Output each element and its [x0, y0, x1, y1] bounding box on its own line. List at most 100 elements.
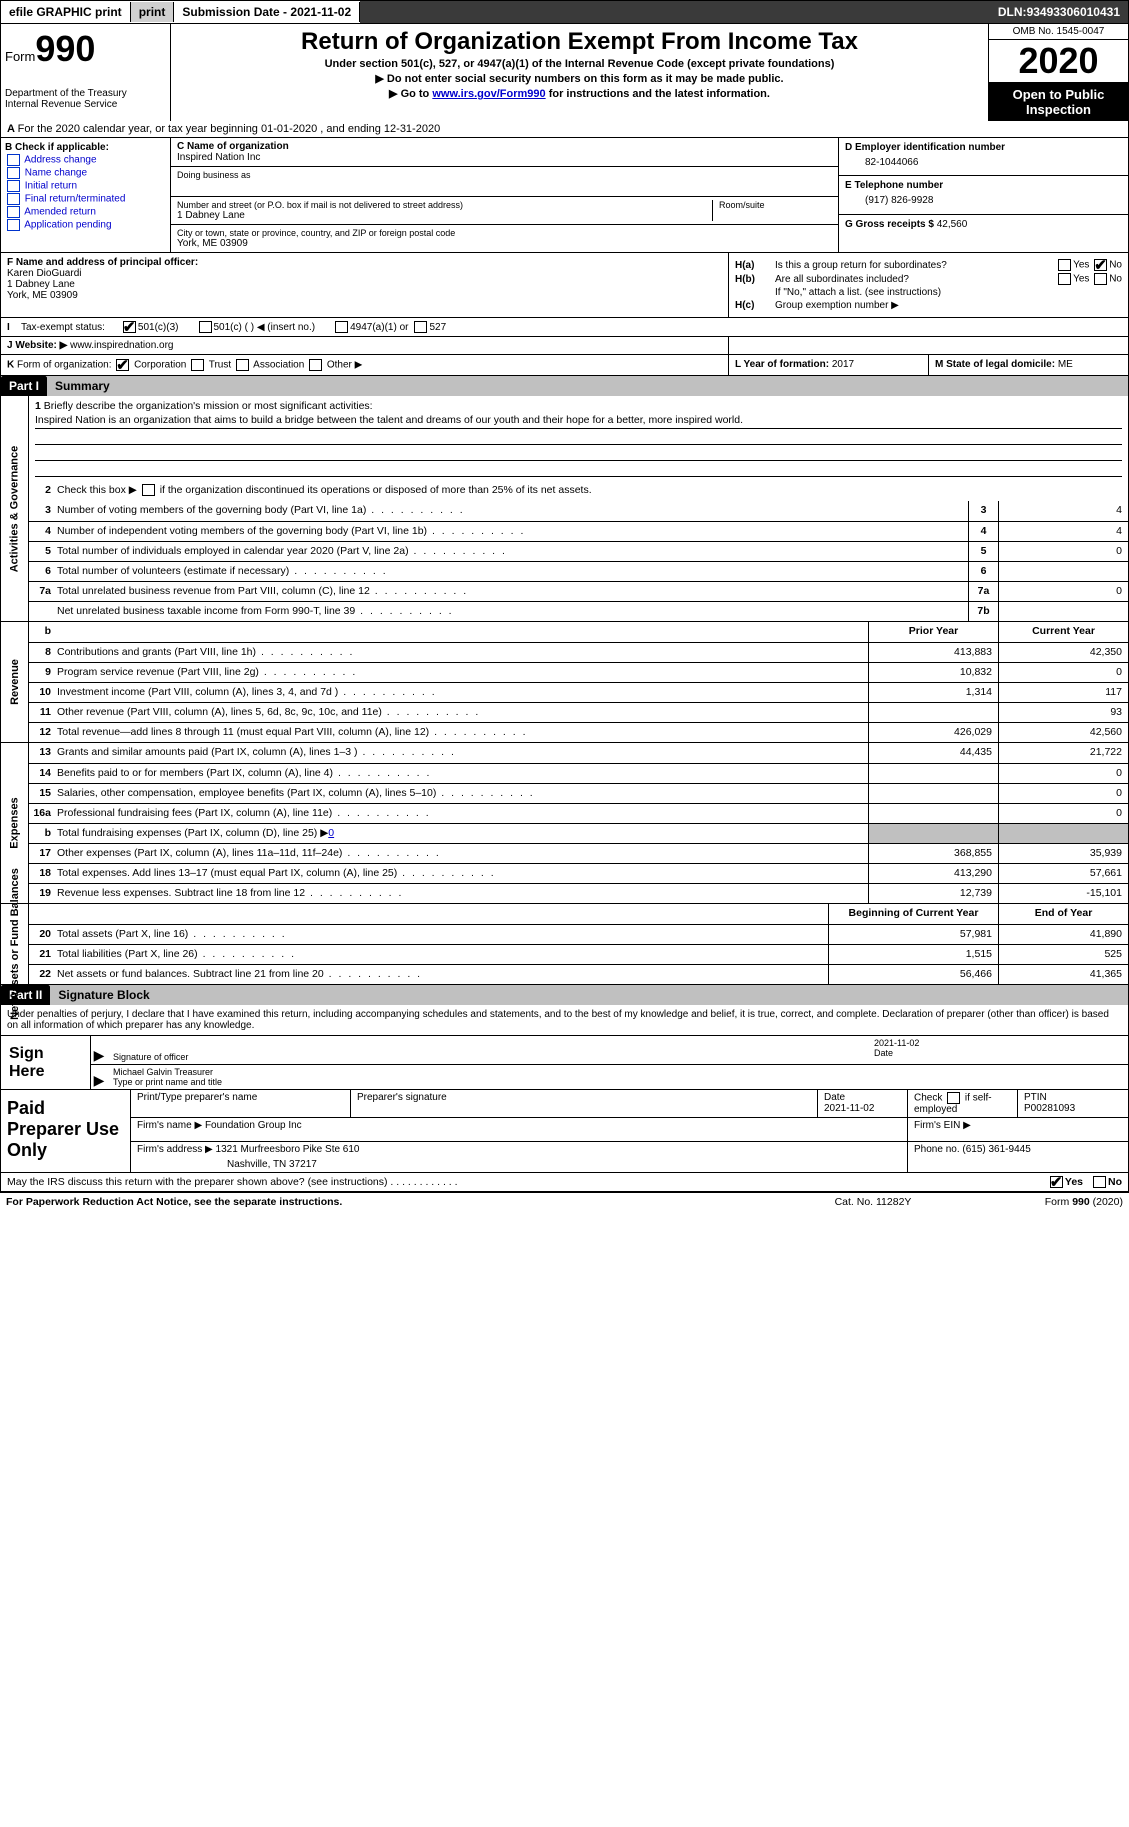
firm-ein: Firm's EIN ▶: [908, 1118, 1128, 1141]
chk-initial-return[interactable]: Initial return: [5, 180, 166, 192]
arrow-line-1: ▶ Do not enter social security numbers o…: [175, 72, 984, 85]
submission-date: Submission Date - 2021-11-02: [174, 2, 360, 22]
chk-discuss-yes[interactable]: [1050, 1176, 1063, 1188]
exp-line-13: 13Grants and similar amounts paid (Part …: [29, 743, 1128, 763]
gov-line-7b: Net unrelated business taxable income fr…: [29, 601, 1128, 621]
print-button[interactable]: print: [131, 2, 175, 22]
prep-sig-header: Preparer's signature: [351, 1090, 818, 1117]
sign-here-row: Sign Here ▶ Signature of officer 2021-11…: [1, 1036, 1128, 1089]
preparer-label: Paid Preparer Use Only: [1, 1090, 131, 1172]
omb-number: OMB No. 1545-0047: [989, 24, 1128, 40]
principal-officer: F Name and address of principal officer:…: [1, 253, 728, 317]
rev-line-10: 10Investment income (Part VIII, column (…: [29, 682, 1128, 702]
room-suite: Room/suite: [712, 200, 832, 221]
netassets-block: Net Assets or Fund Balances Beginning of…: [1, 903, 1128, 984]
part1-title: Summary: [47, 376, 1128, 396]
summary-section: Activities & Governance 1 Briefly descri…: [0, 396, 1129, 985]
row-j: J Website: ▶ www.inspirednation.org: [0, 337, 1129, 355]
name-arrow-icon: ▶: [91, 1065, 107, 1089]
signature-block: Under penalties of perjury, I declare th…: [0, 1005, 1129, 1192]
chk-other[interactable]: [309, 359, 322, 371]
part1-header-row: Part I Summary: [0, 376, 1129, 396]
website-value: www.inspirednation.org: [70, 340, 173, 351]
chk-discuss-no[interactable]: [1093, 1176, 1106, 1188]
exp-line-19: 19Revenue less expenses. Subtract line 1…: [29, 883, 1128, 903]
col-b-header: B Check if applicable:: [5, 142, 166, 153]
col-b: B Check if applicable: Address change Na…: [1, 138, 171, 252]
gov-line-6: 6Total number of volunteers (estimate if…: [29, 561, 1128, 581]
h-b-note: If "No," attach a list. (see instruction…: [735, 287, 1122, 298]
phone-cell: E Telephone number (917) 826-9928: [839, 176, 1128, 214]
chk-amended-return[interactable]: Amended return: [5, 206, 166, 218]
form-990: Form990: [5, 28, 166, 70]
prep-ptin: PTINP00281093: [1018, 1090, 1128, 1117]
mission-block: 1 Briefly describe the organization's mi…: [29, 396, 1128, 481]
chk-address-change[interactable]: Address change: [5, 154, 166, 166]
chk-application-pending[interactable]: Application pending: [5, 219, 166, 231]
gov-line-3: 3Number of voting members of the governi…: [29, 501, 1128, 521]
rev-line-12: 12Total revenue—add lines 8 through 11 (…: [29, 722, 1128, 742]
top-bar: efile GRAPHIC print print Submission Dat…: [0, 0, 1129, 24]
vtab-governance: Activities & Governance: [1, 396, 29, 621]
rev-line-8: 8Contributions and grants (Part VIII, li…: [29, 642, 1128, 662]
signature-arrow-icon: ▶: [91, 1036, 107, 1064]
net-line-22: 22Net assets or fund balances. Subtract …: [29, 964, 1128, 984]
arrow-line-2: ▶ Go to www.irs.gov/Form990 for instruct…: [175, 87, 984, 100]
chk-final-return[interactable]: Final return/terminated: [5, 193, 166, 205]
chk-501c[interactable]: [199, 321, 212, 333]
dln: DLN: 93493306010431: [360, 1, 1128, 23]
preparer-row: Paid Preparer Use Only Print/Type prepar…: [1, 1089, 1128, 1172]
chk-name-change[interactable]: Name change: [5, 167, 166, 179]
city-cell: City or town, state or province, country…: [171, 225, 838, 252]
exp-line-18: 18Total expenses. Add lines 13–17 (must …: [29, 863, 1128, 883]
expenses-block: Expenses 13Grants and similar amounts pa…: [1, 742, 1128, 903]
net-line-20: 20Total assets (Part X, line 16)57,98141…: [29, 924, 1128, 944]
firm-phone: Phone no. (615) 361-9445: [908, 1142, 1128, 1172]
gov-line-7a: 7aTotal unrelated business revenue from …: [29, 581, 1128, 601]
fundraising-link[interactable]: 0: [328, 827, 334, 839]
irs-link[interactable]: www.irs.gov/Form990: [432, 88, 545, 100]
sign-here-label: Sign Here: [1, 1036, 91, 1089]
row-k: K Form of organization: Corporation Trus…: [0, 355, 1129, 376]
gross-cell: G Gross receipts $ 42,560: [839, 215, 1128, 252]
prep-self-employed: Check if self-employed: [908, 1090, 1018, 1117]
chk-association[interactable]: [236, 359, 249, 371]
dba-cell: Doing business as: [171, 167, 838, 197]
chk-self-employed[interactable]: [947, 1092, 960, 1104]
row-i: I Tax-exempt status: 501(c)(3) 501(c) ( …: [0, 318, 1129, 337]
mission-text: Inspired Nation is an organization that …: [35, 412, 1122, 429]
h-c: H(c) Group exemption number ▶: [735, 300, 1122, 311]
prep-name-header: Print/Type preparer's name: [131, 1090, 351, 1117]
part1-label: Part I: [1, 376, 47, 396]
org-name-cell: C Name of organization Inspired Nation I…: [171, 138, 838, 167]
line-2: 2 Check this box ▶ if the organization d…: [29, 481, 1128, 501]
title-cell: Return of Organization Exempt From Incom…: [171, 24, 988, 121]
line-16b: b Total fundraising expenses (Part IX, c…: [29, 823, 1128, 843]
chk-trust[interactable]: [191, 359, 204, 371]
form-id-cell: Form990 Department of the Treasury Inter…: [1, 24, 171, 121]
col-h: H(a) Is this a group return for subordin…: [728, 253, 1128, 317]
year-formation: L Year of formation: 2017: [728, 355, 928, 375]
vtab-netassets: Net Assets or Fund Balances: [1, 904, 29, 984]
col-c: C Name of organization Inspired Nation I…: [171, 138, 838, 252]
state-domicile: M State of legal domicile: ME: [928, 355, 1128, 375]
revenue-block: Revenue b Prior Year Current Year 8Contr…: [1, 621, 1128, 742]
rev-line-11: 11Other revenue (Part VIII, column (A), …: [29, 702, 1128, 722]
form-subtitle: Under section 501(c), 527, or 4947(a)(1)…: [175, 58, 984, 70]
governance-block: Activities & Governance 1 Briefly descri…: [1, 396, 1128, 621]
h-a: H(a) Is this a group return for subordin…: [735, 259, 1122, 271]
row-a: A For the 2020 calendar year, or tax yea…: [0, 121, 1129, 138]
tax-year: 2020: [989, 40, 1128, 83]
prep-date: Date2021-11-02: [818, 1090, 908, 1117]
gov-line-5: 5Total number of individuals employed in…: [29, 541, 1128, 561]
chk-corporation[interactable]: [116, 359, 129, 371]
chk-4947[interactable]: [335, 321, 348, 333]
signature-declaration: Under penalties of perjury, I declare th…: [1, 1005, 1128, 1036]
chk-discontinued[interactable]: [142, 484, 155, 496]
form-title: Return of Organization Exempt From Incom…: [175, 28, 984, 56]
gov-line-4: 4Number of independent voting members of…: [29, 521, 1128, 541]
chk-527[interactable]: [414, 321, 427, 333]
chk-501c3[interactable]: [123, 321, 136, 333]
paperwork-notice: For Paperwork Reduction Act Notice, see …: [6, 1196, 773, 1208]
open-inspection: Open to PublicInspection: [989, 83, 1128, 121]
